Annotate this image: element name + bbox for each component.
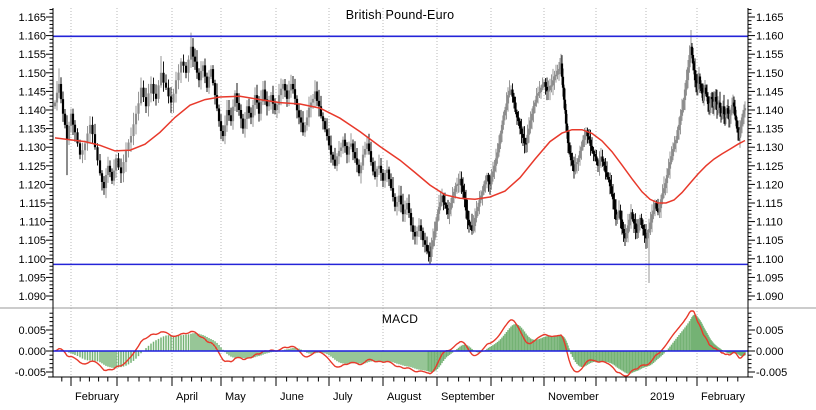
svg-text:1.155: 1.155 (18, 49, 46, 61)
svg-text:1.135: 1.135 (18, 124, 46, 136)
svg-text:1.095: 1.095 (756, 272, 784, 284)
moving-average-line (54, 95, 746, 204)
svg-text:1.095: 1.095 (18, 272, 46, 284)
macd-panel-title: MACD (381, 312, 419, 326)
svg-text:1.100: 1.100 (18, 254, 46, 266)
svg-text:1.150: 1.150 (756, 68, 784, 80)
svg-text:1.120: 1.120 (756, 179, 784, 191)
svg-text:1.115: 1.115 (19, 198, 46, 210)
svg-text:1.130: 1.130 (756, 142, 784, 154)
svg-text:1.105: 1.105 (756, 235, 784, 247)
svg-text:0.005: 0.005 (18, 325, 46, 337)
svg-text:1.125: 1.125 (756, 161, 784, 173)
svg-text:1.150: 1.150 (18, 68, 46, 80)
svg-text:1.090: 1.090 (756, 291, 784, 303)
svg-text:1.130: 1.130 (18, 142, 46, 154)
y-axes: 1.165 1.165 1.160 1.160 1.155 1.155 1.150 1.150… (15, 8, 787, 379)
svg-text:1.140: 1.140 (18, 105, 46, 117)
svg-text:1.140: 1.140 (756, 105, 784, 117)
svg-text:1.160: 1.160 (18, 31, 46, 43)
svg-text:1.165: 1.165 (18, 12, 46, 24)
svg-text:September: September (441, 391, 495, 403)
level-lines (53, 35, 748, 266)
x-axis: February April May June July August September N… (48, 376, 753, 403)
svg-text:May: May (225, 391, 246, 403)
svg-text:-0.005: -0.005 (15, 367, 46, 379)
candlestick-series (53, 30, 747, 283)
svg-text:1.110: 1.110 (19, 217, 46, 229)
svg-text:1.115: 1.115 (756, 198, 783, 210)
svg-text:1.105: 1.105 (18, 235, 46, 247)
price-chart-title: British Pound-Euro (345, 8, 455, 22)
svg-text:0.005: 0.005 (756, 325, 784, 337)
svg-text:1.135: 1.135 (756, 124, 784, 136)
svg-text:February: February (75, 391, 120, 403)
svg-text:-0.005: -0.005 (756, 367, 787, 379)
svg-text:July: July (333, 391, 353, 403)
svg-text:February: February (701, 391, 746, 403)
svg-text:0.000: 0.000 (18, 346, 46, 358)
svg-text:April: April (176, 391, 198, 403)
svg-text:1.165: 1.165 (756, 12, 784, 24)
svg-text:1.125: 1.125 (18, 161, 46, 173)
svg-text:1.120: 1.120 (18, 179, 46, 191)
svg-text:1.090: 1.090 (18, 291, 46, 303)
svg-text:1.155: 1.155 (756, 49, 784, 61)
svg-text:1.100: 1.100 (756, 254, 784, 266)
svg-text:1.110: 1.110 (756, 217, 783, 229)
svg-text:June: June (280, 391, 304, 403)
svg-text:November: November (548, 391, 599, 403)
svg-text:1.145: 1.145 (18, 86, 46, 98)
svg-text:2019: 2019 (650, 391, 674, 403)
svg-text:August: August (387, 391, 421, 403)
macd-line (54, 310, 746, 377)
svg-text:0.000: 0.000 (756, 346, 784, 358)
svg-text:1.160: 1.160 (756, 31, 784, 43)
svg-text:1.145: 1.145 (756, 86, 784, 98)
